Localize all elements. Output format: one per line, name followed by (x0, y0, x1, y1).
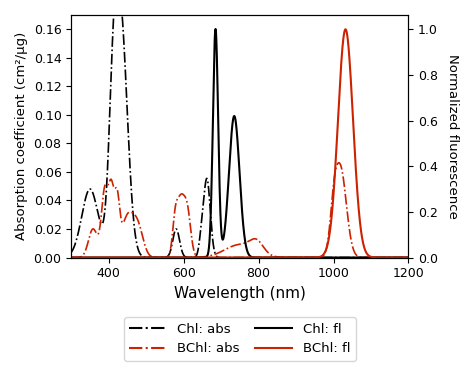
Y-axis label: Normalized fluorescence: Normalized fluorescence (446, 54, 459, 219)
X-axis label: Wavelength (nm): Wavelength (nm) (174, 286, 306, 301)
Legend: Chl: abs, BChl: abs, Chl: fl, BChl: fl: Chl: abs, BChl: abs, Chl: fl, BChl: fl (124, 317, 356, 360)
Y-axis label: Absorption coefficient (cm²/µg): Absorption coefficient (cm²/µg) (15, 32, 28, 241)
